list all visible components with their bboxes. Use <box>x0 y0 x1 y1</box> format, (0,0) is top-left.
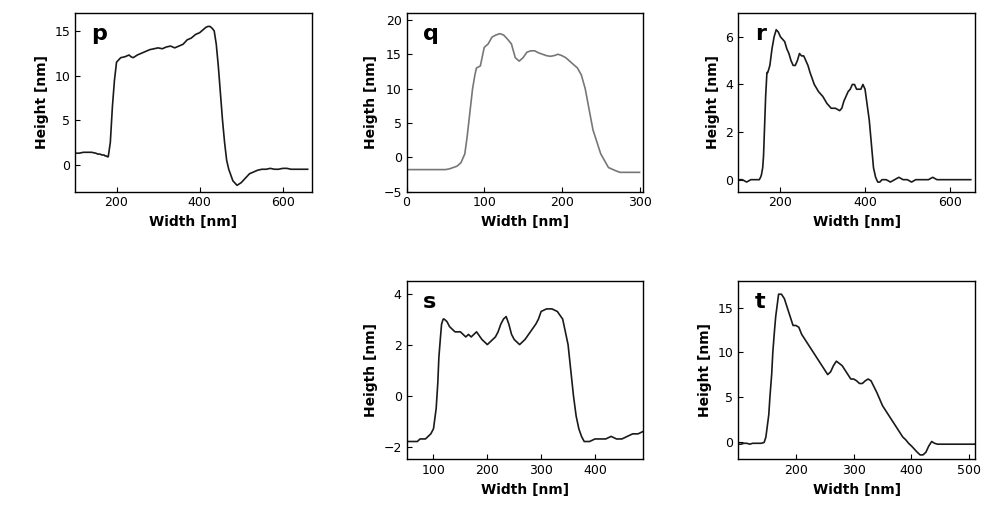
Text: s: s <box>423 292 436 312</box>
Text: t: t <box>755 292 765 312</box>
X-axis label: Width [nm]: Width [nm] <box>149 215 237 229</box>
X-axis label: Width [nm]: Width [nm] <box>813 215 901 229</box>
Y-axis label: Heigth [nm]: Heigth [nm] <box>364 323 378 417</box>
Y-axis label: Height [nm]: Height [nm] <box>706 55 720 149</box>
Text: q: q <box>423 24 439 44</box>
Y-axis label: Height [nm]: Height [nm] <box>698 323 712 417</box>
X-axis label: Width [nm]: Width [nm] <box>481 215 569 229</box>
Text: r: r <box>755 24 766 44</box>
Y-axis label: Heigth [nm]: Heigth [nm] <box>364 55 378 149</box>
Text: p: p <box>92 24 107 44</box>
X-axis label: Width [nm]: Width [nm] <box>813 483 901 497</box>
X-axis label: Width [nm]: Width [nm] <box>481 483 569 497</box>
Y-axis label: Height [nm]: Height [nm] <box>35 55 49 149</box>
